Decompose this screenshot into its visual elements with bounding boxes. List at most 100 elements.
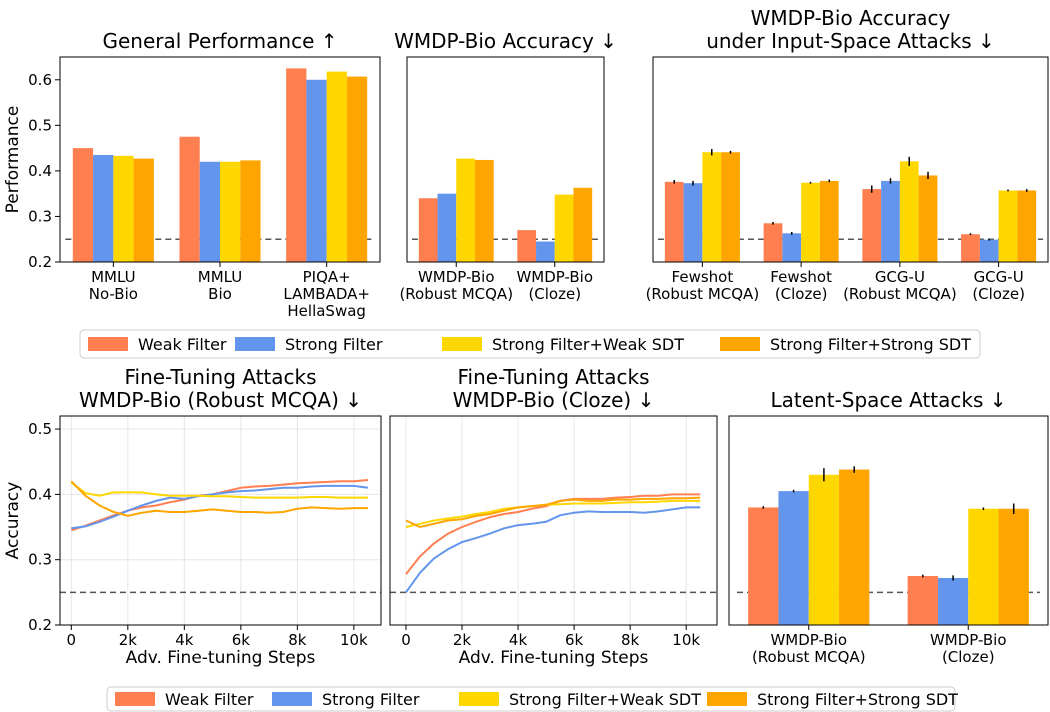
legend-label: Weak Filter (138, 335, 227, 354)
bar (683, 183, 703, 262)
bar (220, 161, 241, 262)
legend-swatch (115, 692, 155, 706)
bar (937, 577, 969, 625)
x-tick-label: 6k (232, 631, 251, 649)
y-tick-label: 0.5 (28, 116, 52, 134)
series-line (70, 481, 368, 499)
bar (418, 198, 438, 262)
bar (918, 175, 938, 262)
x-tick-label: MMLU No-Bio (89, 268, 138, 303)
axes-frame (59, 56, 381, 263)
axes-frame (406, 56, 605, 263)
bar (819, 180, 839, 262)
y-tick-label: 0.3 (28, 551, 52, 569)
bar (808, 474, 840, 625)
series-line (405, 496, 701, 529)
bar (968, 508, 999, 625)
x-tick-label: 8k (621, 631, 640, 649)
x-tick-label: 2k (453, 631, 472, 649)
x-tick-label: 10k (340, 631, 368, 649)
x-tick-label: WMDP-Bio (Robust MCQA) (752, 631, 866, 666)
x-tick-label: 0 (401, 631, 411, 649)
bar (907, 576, 938, 625)
bar (998, 190, 1018, 262)
axes-frame (59, 415, 382, 626)
series-line (70, 480, 368, 517)
x-tick-label: PIQA+ LAMBADA+ HellaSwag (283, 268, 370, 320)
y-tick-label: 0.5 (28, 420, 52, 438)
axes-frame (728, 415, 1049, 626)
x-tick-label: 10k (672, 631, 700, 649)
y-tick-label: 0.6 (28, 71, 52, 89)
x-tick-label: GCG-U (Robust MCQA) (843, 268, 957, 303)
x-tick-label: 6k (565, 631, 584, 649)
x-tick-label: WMDP-Bio (Cloze) (516, 268, 593, 303)
panel-title: WMDP-Bio Accuracy under Input-Space Attac… (706, 6, 995, 53)
bar (979, 239, 999, 262)
bar (179, 136, 200, 262)
legend-label: Weak Filter (165, 690, 254, 709)
bar (240, 160, 261, 262)
series-line (70, 479, 369, 532)
bar (346, 76, 368, 262)
legend-swatch (720, 337, 760, 351)
panel-title: Fine-Tuning Attacks WMDP-Bio (Robust MCQA… (79, 365, 362, 412)
bar (517, 230, 537, 262)
legend-label: Strong Filter+Weak SDT (492, 335, 684, 354)
bar (286, 68, 307, 262)
legend-swatch (235, 337, 275, 351)
legend-swatch (272, 692, 312, 706)
legend (79, 329, 981, 359)
panel (728, 415, 1049, 630)
bar (839, 469, 870, 625)
y-tick-label: 0.3 (28, 207, 52, 225)
panel-title: WMDP-Bio Accuracy ↓ (394, 29, 617, 53)
bar (782, 233, 802, 262)
legend-swatch (442, 337, 482, 351)
legend-label: Strong Filter+Strong SDT (770, 335, 971, 354)
bar (326, 71, 347, 262)
x-tick-label: 8k (288, 631, 307, 649)
legend-label: Strong Filter+Strong SDT (757, 690, 958, 709)
bar (199, 161, 220, 262)
x-tick-label: GCG-U (Cloze) (972, 268, 1025, 303)
legend-label: Strong Filter (285, 335, 383, 354)
x-tick-label: Fewshot (Cloze) (770, 268, 832, 303)
series-line (405, 499, 701, 528)
panel (652, 56, 1049, 267)
x-tick-label: MMLU Bio (198, 268, 242, 303)
bar (961, 234, 980, 262)
bar (748, 507, 779, 625)
bar (899, 161, 919, 262)
legend-swatch (707, 692, 747, 706)
series-line (405, 493, 701, 575)
y-tick-label: 0.2 (28, 616, 52, 634)
y-tick-label: 0.2 (28, 253, 52, 271)
legend-label: Strong Filter+Weak SDT (509, 690, 701, 709)
panel-title: General Performance ↑ (102, 29, 337, 53)
x-tick-label: Fewshot (Robust MCQA) (646, 268, 760, 303)
bar (862, 189, 882, 262)
panel (389, 415, 718, 630)
bar (456, 158, 475, 262)
bar (536, 241, 555, 262)
y-axis-label: Performance (3, 106, 23, 214)
panel (406, 56, 605, 267)
legend-swatch (459, 692, 499, 706)
bar (573, 187, 593, 262)
panel-title: Fine-Tuning Attacks WMDP-Bio (Cloze) ↓ (453, 365, 655, 412)
bar (474, 159, 494, 262)
bar (437, 193, 457, 262)
bar (998, 508, 1029, 625)
x-tick-label: 4k (175, 631, 194, 649)
bar (702, 152, 722, 262)
bar (306, 79, 327, 263)
bar (554, 194, 574, 262)
bar (133, 158, 154, 262)
bar (881, 180, 900, 262)
bar (93, 154, 114, 262)
x-tick-label: 2k (119, 631, 138, 649)
axes-frame (652, 56, 1049, 263)
x-axis-label: Adv. Fine-tuning Steps (459, 648, 649, 668)
